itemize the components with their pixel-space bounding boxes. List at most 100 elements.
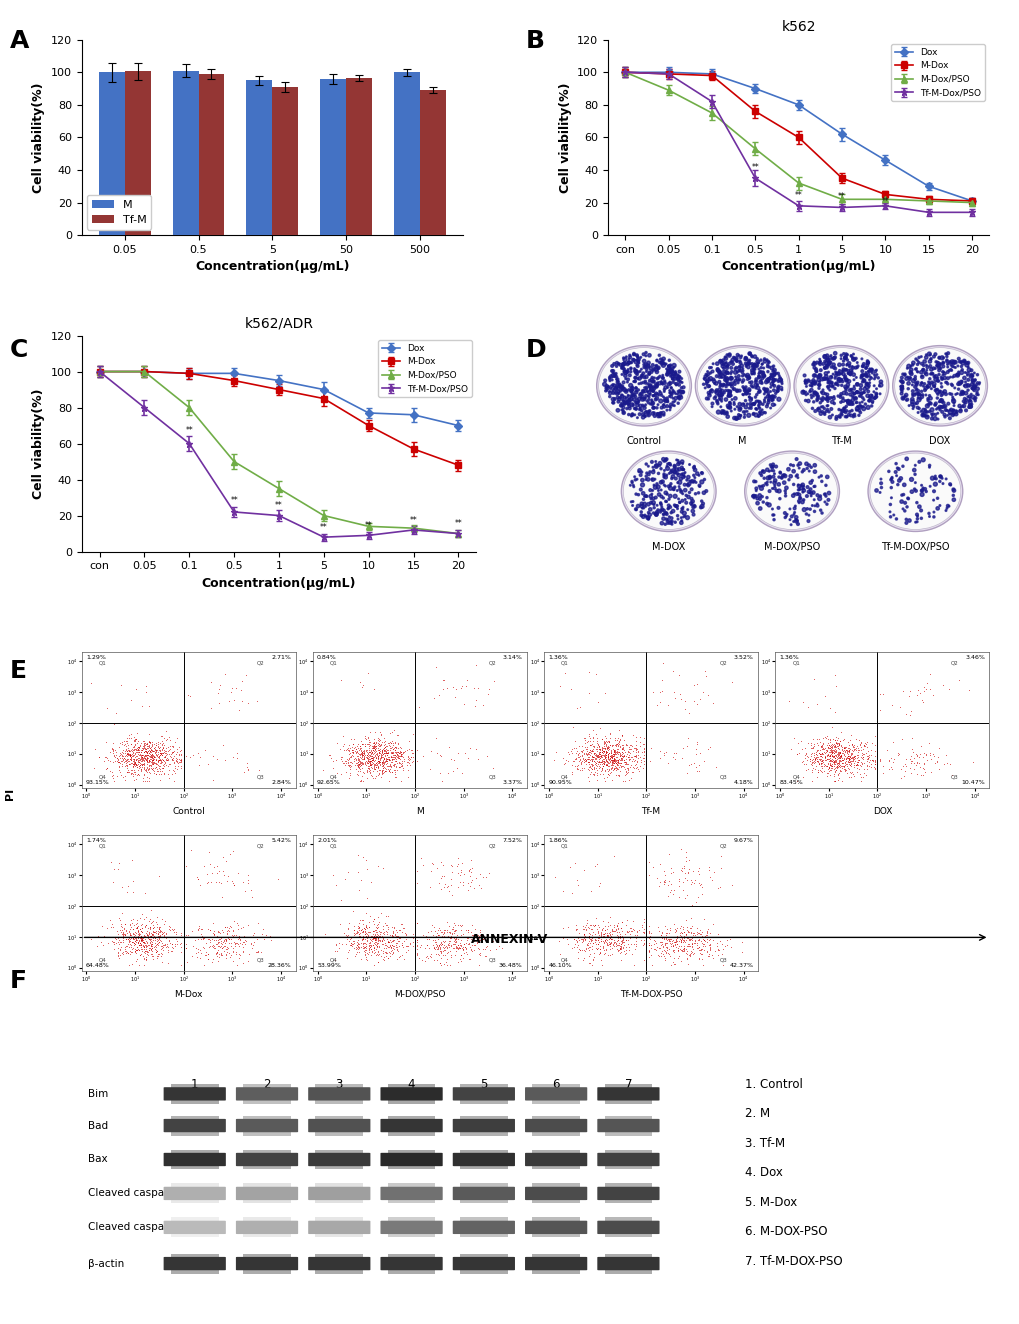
Point [607, 377, 624, 399]
Point [166, 752, 182, 773]
Point [227, 932, 244, 953]
FancyBboxPatch shape [163, 1153, 225, 1166]
Point [120, 932, 137, 953]
Point [117, 752, 133, 773]
Point [365, 923, 381, 944]
Point [387, 935, 404, 956]
Point [133, 753, 150, 775]
Point [935, 753, 952, 775]
Point [377, 741, 393, 763]
Point [570, 947, 586, 968]
Point [882, 477, 899, 498]
Point [711, 379, 728, 400]
Legend: Dox, M-Dox, M-Dox/PSO, Tf-M-Dox/PSO: Dox, M-Dox, M-Dox/PSO, Tf-M-Dox/PSO [378, 340, 472, 397]
Point [835, 354, 851, 375]
Point [380, 948, 396, 969]
Point [820, 737, 837, 759]
Point [119, 929, 136, 951]
Point [742, 397, 758, 418]
Point [114, 744, 130, 765]
Point [374, 753, 390, 775]
Point [803, 771, 819, 792]
Point [372, 939, 388, 960]
Point [131, 735, 148, 756]
Point [149, 745, 165, 767]
Point [136, 939, 152, 960]
Point [619, 354, 635, 375]
Point [961, 396, 977, 417]
Point [164, 743, 180, 764]
Point [821, 755, 838, 776]
Point [871, 749, 888, 771]
Point [605, 759, 622, 780]
Point [960, 359, 976, 380]
Point [923, 363, 940, 384]
Point [609, 752, 626, 773]
Point [127, 929, 144, 951]
Point [208, 925, 224, 947]
Text: 1.74%: 1.74% [86, 838, 106, 843]
Point [350, 749, 366, 771]
Point [133, 939, 150, 960]
Point [711, 365, 728, 387]
Point [818, 368, 835, 389]
Point [846, 404, 862, 425]
Point [123, 745, 140, 767]
Point [461, 861, 477, 882]
Point [466, 695, 482, 716]
Point [895, 388, 911, 409]
Point [808, 485, 824, 506]
Point [576, 927, 592, 948]
Point [806, 372, 822, 393]
Point [605, 743, 622, 764]
Point [822, 756, 839, 777]
Point [842, 405, 858, 426]
Point [569, 743, 585, 764]
Point [250, 912, 266, 933]
Point [138, 940, 154, 961]
Point [848, 381, 864, 402]
Point [119, 743, 136, 764]
Point [200, 949, 216, 970]
Point [804, 757, 820, 779]
Point [206, 937, 222, 959]
Point [750, 401, 766, 422]
Point [813, 757, 829, 779]
Point [925, 506, 942, 527]
Point [365, 752, 381, 773]
Point [657, 502, 674, 523]
Point [623, 380, 639, 401]
Point [765, 508, 782, 530]
Point [642, 379, 658, 400]
Point [715, 383, 732, 404]
Point [714, 402, 731, 424]
Point [760, 356, 776, 377]
Point [350, 933, 366, 955]
Point [832, 744, 848, 765]
Point [808, 744, 824, 765]
Point [586, 736, 602, 757]
Point [162, 745, 178, 767]
Point [152, 920, 168, 941]
Point [355, 910, 371, 931]
Point [604, 383, 621, 404]
Point [952, 352, 968, 373]
Point [343, 935, 360, 956]
Point [388, 744, 405, 765]
Point [367, 739, 383, 760]
Point [579, 744, 595, 765]
Point [660, 385, 677, 406]
Point [664, 933, 681, 955]
Point [698, 931, 714, 952]
Point [606, 375, 623, 396]
Point [132, 929, 149, 951]
Point [601, 383, 618, 404]
Point [865, 388, 881, 409]
Point [375, 760, 391, 781]
Point [606, 743, 623, 764]
Point [235, 925, 252, 947]
Point [952, 351, 968, 372]
Point [404, 751, 420, 772]
Point [865, 368, 881, 389]
Point [673, 500, 689, 522]
